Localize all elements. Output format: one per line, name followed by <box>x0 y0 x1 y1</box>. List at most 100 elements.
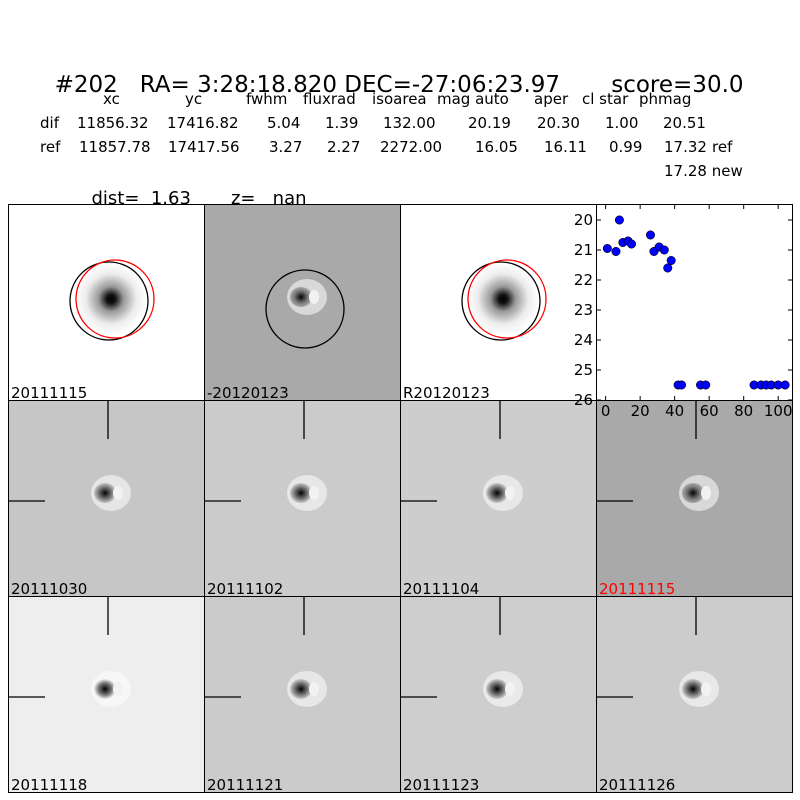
aperture-circle-red <box>467 259 547 339</box>
score-value: score=30.0 <box>611 72 744 98</box>
ra-value: RA= 3:28:18.820 <box>139 72 337 98</box>
stamp-grid: 20111115 -20120123 R20120123 20111030 201111… <box>8 204 793 793</box>
stamp-image <box>69 259 155 341</box>
table-cell: 0.99 <box>609 138 643 156</box>
stamp-cell: R20120123 <box>400 204 597 401</box>
data-point <box>611 246 621 256</box>
stamp-date-label: 20111115 <box>599 580 676 597</box>
stamp-image <box>401 401 523 511</box>
table-cell: 2272.00 <box>380 138 443 156</box>
data-point <box>701 380 711 390</box>
ref-suffix: ref <box>712 138 733 156</box>
stamp-cell: 20111115 <box>8 204 205 401</box>
data-point <box>663 263 673 273</box>
stamp-date-label: 20111030 <box>11 580 88 597</box>
stamp-date-label: 20111118 <box>11 776 88 793</box>
residual-source <box>94 483 116 503</box>
x-tick-label: 0 <box>601 402 611 420</box>
y-tick-label: 26 <box>574 391 593 409</box>
table-cell: 132.00 <box>383 114 436 132</box>
col-header-fwhm: fwhm <box>246 90 288 108</box>
residual-positive <box>309 486 319 500</box>
table-cell: 5.04 <box>267 114 301 132</box>
table-cell: 11856.32 <box>77 114 149 132</box>
col-header-xc: xc <box>103 90 120 108</box>
star-source <box>467 263 539 335</box>
data-point <box>614 215 624 225</box>
aperture-circle-black <box>69 261 149 341</box>
stamp-image <box>597 597 719 707</box>
table-cell: 11857.78 <box>79 138 151 156</box>
dec-value: DEC=-27:06:23.97 <box>344 72 561 98</box>
data-point <box>677 380 687 390</box>
residual-positive <box>505 682 515 696</box>
col-header-phmag: phmag <box>639 90 692 108</box>
data-point <box>645 230 655 240</box>
stamp-image <box>597 401 719 511</box>
stamp-image <box>461 259 547 341</box>
stamp-date-label: R20120123 <box>403 384 490 401</box>
stamp-date-label: 20111123 <box>403 776 480 793</box>
stamp-cell: 20111102 <box>204 400 401 597</box>
residual-source <box>290 287 312 307</box>
x-tick-label: 40 <box>665 402 684 420</box>
stamp-cell: 20111030 <box>8 400 205 597</box>
y-tick-label: 23 <box>574 301 593 319</box>
table-cell: 20.19 <box>468 114 511 132</box>
table-cell: 17416.82 <box>167 114 239 132</box>
data-point <box>602 243 612 253</box>
residual-source <box>682 483 704 503</box>
candidate-title: #202 RA= 3:28:18.820 DEC=-27:06:23.97 sc… <box>40 40 744 100</box>
residual-positive <box>701 486 711 500</box>
stamp-date-label: 20111104 <box>403 580 480 597</box>
table-cell: 1.00 <box>605 114 639 132</box>
stamp-date-label: 20111126 <box>599 776 676 793</box>
col-header-aper: aper <box>534 90 569 108</box>
z-value: z= nan <box>230 188 307 209</box>
residual-source <box>486 483 508 503</box>
stamp-cell: 20111115 <box>596 400 793 597</box>
col-header-cl-star: cl star <box>582 90 629 108</box>
stamp-cell: 20111123 <box>400 596 597 793</box>
data-point <box>627 239 637 249</box>
stamp-image <box>205 401 327 511</box>
table-cell: 16.11 <box>544 138 587 156</box>
col-header-mag-auto: mag auto <box>437 90 509 108</box>
stamp-cell: 20111104 <box>400 400 597 597</box>
residual-source <box>94 679 116 699</box>
data-point <box>659 245 669 255</box>
residual-positive <box>309 290 319 304</box>
lightcurve-svg: 20 21 22 23 24 25 26 0 20 40 60 80 100 <box>574 205 793 420</box>
x-tick-label: 80 <box>734 402 753 420</box>
table-cell: 2.27 <box>327 138 361 156</box>
x-tick-label: 20 <box>631 402 650 420</box>
x-tick-label: 60 <box>700 402 719 420</box>
col-header-isoarea: isoarea <box>372 90 427 108</box>
stamp-date-label: 20111121 <box>207 776 284 793</box>
dist-value: dist= 1.63 <box>91 188 191 209</box>
residual-positive <box>701 682 711 696</box>
data-point <box>666 255 676 265</box>
col-header-yc: yc <box>185 90 203 108</box>
stamp-cell: 20111121 <box>204 596 401 793</box>
x-tick-label: 100 <box>764 402 793 420</box>
dist-line: dist= 1.63 z= nan <box>80 166 307 210</box>
residual-positive <box>309 682 319 696</box>
table-cell: 17.32 <box>664 138 707 156</box>
residual-positive <box>505 486 515 500</box>
y-tick-label: 25 <box>574 361 593 379</box>
y-tick-label: 22 <box>574 271 593 289</box>
aperture-circle-red <box>75 259 155 339</box>
aperture-circle-black <box>265 269 345 349</box>
stamp-image <box>9 401 131 511</box>
stamp-cell: -20120123 <box>204 204 401 401</box>
row-label-ref: ref <box>40 138 61 156</box>
col-header-fluxrad: fluxrad <box>303 90 356 108</box>
residual-positive <box>113 682 123 696</box>
table-cell: 3.27 <box>269 138 303 156</box>
residual-source <box>290 483 312 503</box>
y-tick-label: 20 <box>574 211 593 229</box>
stamp-date-label: 20111115 <box>11 384 88 401</box>
star-source <box>75 263 147 335</box>
lightcurve-plot: 20 21 22 23 24 25 26 0 20 40 60 80 100 <box>574 204 793 420</box>
